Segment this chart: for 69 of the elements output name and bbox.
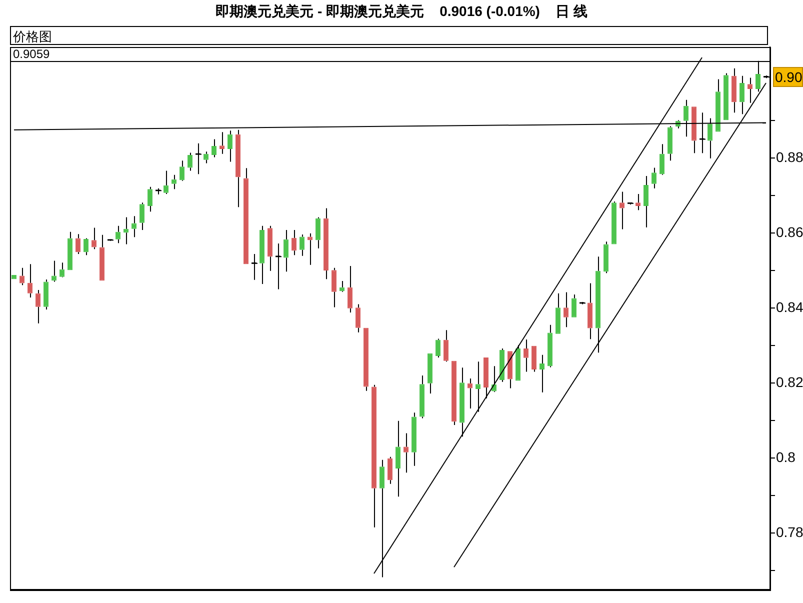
candlestick: [636, 194, 640, 211]
candlestick: [508, 351, 512, 389]
y-tick-label: 0.88: [776, 148, 803, 165]
candlestick: [420, 375, 424, 419]
candlestick: [412, 412, 416, 466]
candlestick: [620, 191, 624, 230]
candlestick: [268, 225, 272, 272]
candlestick: [452, 360, 456, 426]
candlestick: [564, 292, 568, 328]
candlestick: [652, 167, 656, 189]
candlestick: [396, 420, 400, 498]
candlestick: [212, 138, 216, 158]
candlestick: [460, 367, 464, 438]
candlestick: [364, 328, 368, 392]
candlestick: [372, 384, 376, 528]
candlestick: [740, 75, 744, 115]
candlestick: [500, 348, 504, 382]
y-tick-label: 0.82: [776, 374, 803, 390]
candlestick: [188, 152, 192, 172]
chart-title: 即期澳元兑美元 - 即期澳元兑美元 0.9016 (-0.01%) 日 线: [214, 3, 588, 21]
candlestick: [292, 230, 296, 256]
candlestick: [404, 432, 408, 474]
candlestick: [220, 132, 224, 154]
candlestick: [228, 130, 232, 162]
candlestick: [284, 230, 288, 272]
candlestick: [388, 456, 392, 484]
candlestick: [68, 231, 72, 270]
candlestick: [100, 234, 104, 281]
candlestick: [348, 266, 352, 313]
candlestick: [44, 279, 48, 310]
chart-subtitle: 价格图: [10, 26, 768, 45]
candlestick: [604, 241, 608, 274]
y-tick-label: 0.84: [776, 298, 803, 315]
y-tick-label: 0.78: [776, 524, 803, 540]
candlestick: [516, 344, 520, 381]
annotation: 0.90: [775, 68, 802, 85]
candlestick: [332, 267, 336, 308]
candlestick: [244, 168, 248, 264]
ref-line-label: 0.9059: [13, 46, 50, 61]
candlestick: [660, 144, 664, 174]
candlestick: [548, 324, 552, 368]
candlestick: [180, 160, 184, 180]
candlestick: [572, 294, 576, 318]
candlestick: [260, 225, 264, 284]
candlestick: [36, 290, 40, 324]
candlestick: [132, 216, 136, 238]
candlestick: [300, 234, 304, 256]
candlestick: [732, 68, 736, 114]
candlestick: [468, 378, 472, 409]
y-tick-label: 0.8: [776, 448, 796, 465]
candlestick: [140, 202, 144, 230]
candlestick: [668, 126, 672, 162]
candlestick: [28, 264, 32, 298]
candlestick: [556, 292, 560, 334]
candlestick: [324, 208, 328, 280]
candlestick: [644, 176, 648, 228]
candlestick: [532, 346, 536, 372]
candlestick: [588, 282, 592, 340]
candlestick: [172, 174, 176, 190]
y-tick-label: 0.86: [776, 224, 803, 240]
candlestick: [596, 256, 600, 354]
candlestick: [76, 234, 80, 254]
candlestick: [236, 129, 240, 208]
candlestick: [524, 339, 528, 372]
candlestick: [316, 216, 320, 249]
candlestick: [356, 304, 360, 333]
candlestick: [204, 151, 208, 164]
candlestick: [148, 186, 152, 212]
candlestick: [436, 338, 440, 358]
